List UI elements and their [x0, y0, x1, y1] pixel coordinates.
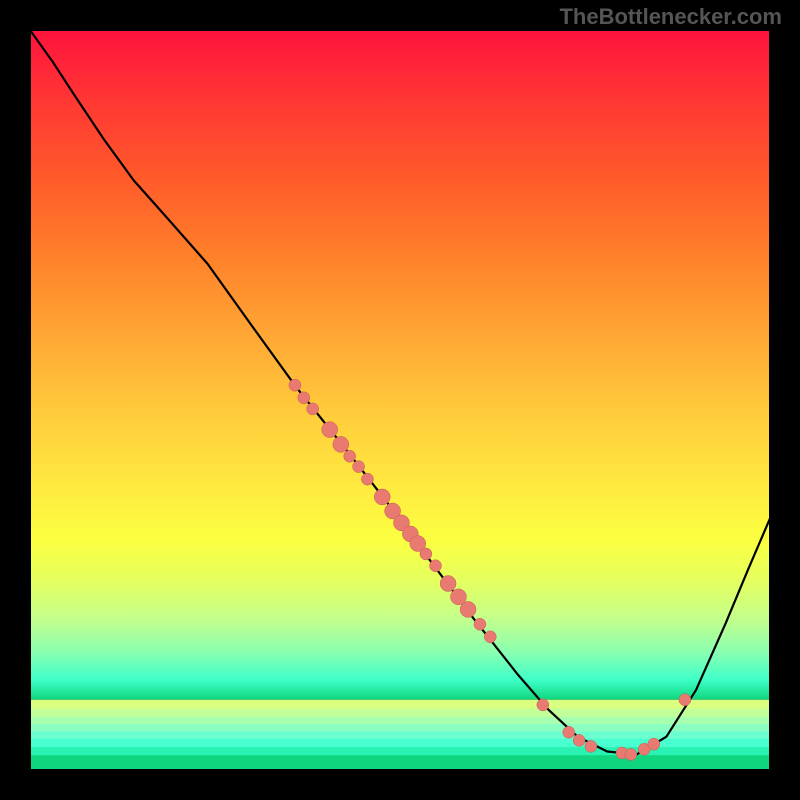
- chart-root: TheBottlenecker.com: [0, 0, 800, 800]
- chart-svg: [0, 0, 800, 800]
- watermark-text: TheBottlenecker.com: [559, 4, 782, 29]
- watermark: TheBottlenecker.com: [559, 4, 782, 30]
